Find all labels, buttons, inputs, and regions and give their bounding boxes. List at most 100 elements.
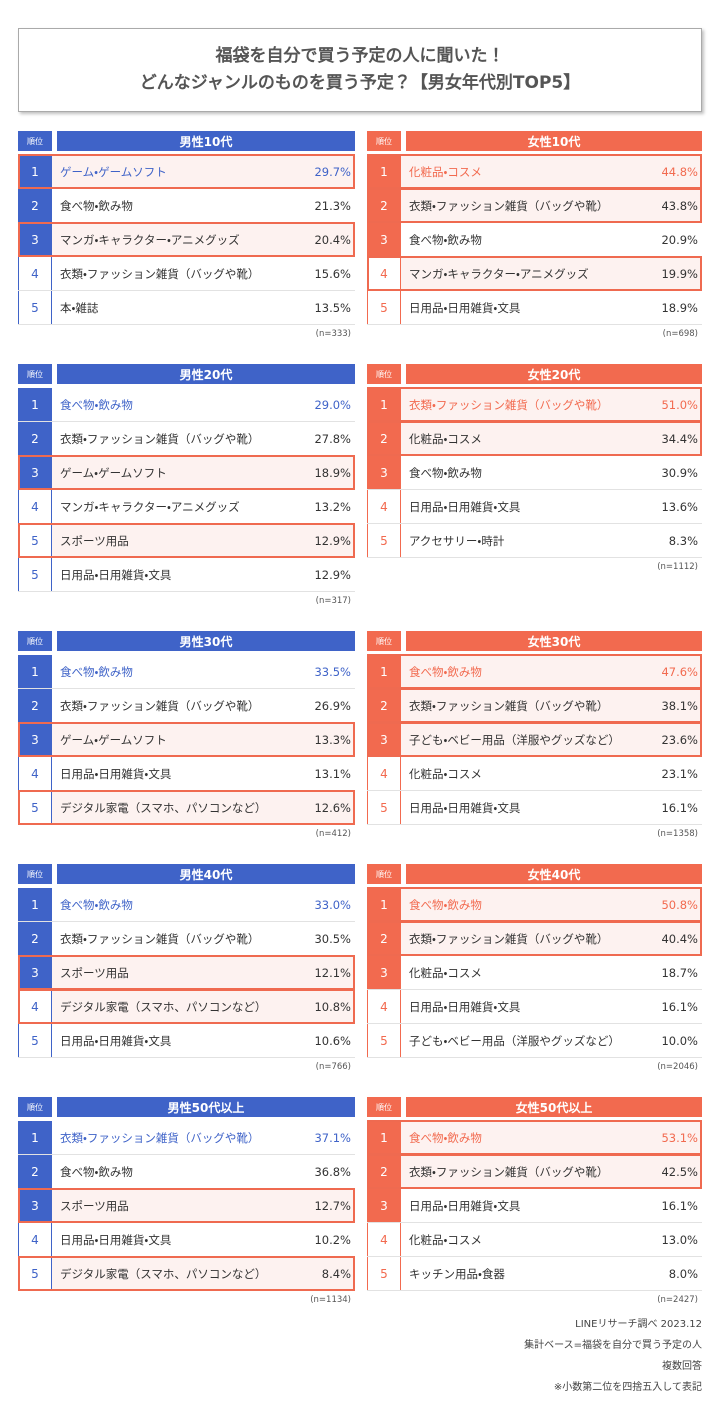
rank-cell: 2 (367, 189, 401, 222)
item-value: 20.4% (314, 232, 351, 247)
panel-header: 順位 男性20代 (18, 364, 355, 384)
item-label: キッチン用品・食器 (409, 1266, 505, 1281)
rank-cell: 4 (367, 490, 401, 523)
panel-title: 男性40代 (57, 864, 355, 884)
ranking-row: 5 日用品・日用雑貨・文具 12.9% (18, 558, 355, 592)
rank-header: 順位 (367, 1097, 401, 1117)
item-value: 10.0% (661, 1033, 698, 1048)
item-value: 13.6% (661, 499, 698, 514)
item-value: 53.1% (661, 1130, 698, 1145)
ranking-row: 1 衣類・ファッション雑貨（バッグや靴） 37.1% (18, 1121, 355, 1155)
panel-header: 順位 男性10代 (18, 131, 355, 151)
rank-cell: 5 (367, 291, 401, 324)
ranking-row: 1 食べ物・飲み物 47.6% (367, 654, 702, 689)
item-value: 18.9% (661, 300, 698, 315)
item-value: 13.5% (314, 300, 351, 315)
rank-cell: 3 (367, 223, 401, 256)
item-value: 42.5% (661, 1164, 698, 1179)
ranking-row: 2 食べ物・飲み物 36.8% (18, 1155, 355, 1189)
item-value: 13.0% (661, 1232, 698, 1247)
rank-cell: 2 (367, 1155, 401, 1188)
item-label: 食べ物・飲み物 (409, 232, 482, 247)
item-label: 化粧品・コスメ (409, 431, 482, 446)
panel-header: 順位 男性30代 (18, 631, 355, 651)
item-label: 食べ物・飲み物 (60, 397, 133, 412)
ranking-row: 5 キッチン用品・食器 8.0% (367, 1257, 702, 1291)
ranking-row: 5 本・雑誌 13.5% (18, 291, 355, 325)
rank-header: 順位 (367, 631, 401, 651)
item-label: 衣類・ファッション雑貨（バッグや靴） (60, 1130, 260, 1145)
item-label: 日用品・日用雑貨・文具 (409, 999, 521, 1014)
item-value: 21.3% (314, 198, 351, 213)
item-label: 衣類・ファッション雑貨（バッグや靴） (409, 1164, 609, 1179)
rank-cell: 2 (367, 422, 401, 455)
ranking-row: 3 子ども・ベビー用品（洋服やグッズなど） 23.6% (367, 722, 702, 757)
panel-title: 女性20代 (406, 364, 702, 384)
rank-cell: 2 (18, 422, 52, 455)
item-value: 33.0% (314, 897, 351, 912)
rank-header: 順位 (367, 864, 401, 884)
sample-size: (n=317) (315, 596, 351, 606)
rank-cell: 4 (18, 1223, 52, 1256)
item-label: 衣類・ファッション雑貨（バッグや靴） (60, 266, 260, 281)
rank-cell: 2 (18, 189, 52, 222)
panel-header: 順位 男性40代 (18, 864, 355, 884)
rank-cell: 5 (367, 1024, 401, 1057)
panel-header: 順位 女性20代 (367, 364, 702, 384)
item-value: 12.7% (314, 1198, 351, 1213)
ranking-row: 5 日用品・日用雑貨・文具 16.1% (367, 791, 702, 825)
item-label: スポーツ用品 (60, 533, 129, 548)
rank-cell: 1 (367, 655, 401, 688)
panel-grid: 順位 男性10代 1 ゲーム・ゲームソフト 29.7% 2 食べ物・飲み物 21.3% 3 マンガ… (18, 131, 702, 1309)
panel-title: 男性30代 (57, 631, 355, 651)
ranking-row: 5 日用品・日用雑貨・文具 18.9% (367, 291, 702, 325)
ranking-row: 2 衣類・ファッション雑貨（バッグや靴） 42.5% (367, 1154, 702, 1189)
rank-cell: 5 (367, 524, 401, 557)
item-label: 食べ物・飲み物 (409, 897, 482, 912)
item-value: 13.2% (314, 499, 351, 514)
item-label: 衣類・ファッション雑貨（バッグや靴） (409, 198, 609, 213)
sample-size: (n=1358) (657, 829, 698, 839)
ranking-row: 3 マンガ・キャラクター・アニメグッズ 20.4% (18, 222, 355, 257)
ranking-row: 4 日用品・日用雑貨・文具 16.1% (367, 990, 702, 1024)
ranking-row: 2 衣類・ファッション雑貨（バッグや靴） 43.8% (367, 188, 702, 223)
panel-header: 順位 男性50代以上 (18, 1097, 355, 1117)
panel-header: 順位 女性10代 (367, 131, 702, 151)
ranking-row: 3 ゲーム・ゲームソフト 18.9% (18, 455, 355, 490)
item-value: 26.9% (314, 698, 351, 713)
ranking-row: 4 日用品・日用雑貨・文具 13.1% (18, 757, 355, 791)
item-value: 34.4% (661, 431, 698, 446)
rank-cell: 4 (367, 990, 401, 1023)
ranking-row: 1 食べ物・飲み物 33.0% (18, 888, 355, 922)
ranking-row: 5 デジタル家電（スマホ、パソコンなど） 8.4% (18, 1256, 355, 1291)
panel-title: 男性10代 (57, 131, 355, 151)
item-label: 食べ物・飲み物 (60, 897, 133, 912)
ranking-row: 2 衣類・ファッション雑貨（バッグや靴） 38.1% (367, 688, 702, 723)
panel-title: 女性50代以上 (406, 1097, 702, 1117)
rank-header: 順位 (18, 864, 52, 884)
rank-cell: 5 (367, 791, 401, 824)
item-value: 43.8% (661, 198, 698, 213)
item-label: 食べ物・飲み物 (409, 1130, 482, 1145)
item-value: 29.7% (314, 164, 351, 179)
rank-cell: 2 (18, 689, 52, 722)
ranking-row: 5 日用品・日用雑貨・文具 10.6% (18, 1024, 355, 1058)
ranking-row: 3 日用品・日用雑貨・文具 16.1% (367, 1189, 702, 1223)
ranking-panel: 順位 女性40代 1 食べ物・飲み物 50.8% 2 衣類・ファッション雑貨（バッグや靴） 4… (367, 864, 702, 1076)
rank-cell: 4 (367, 257, 401, 290)
ranking-row: 2 衣類・ファッション雑貨（バッグや靴） 30.5% (18, 922, 355, 956)
ranking-row: 5 スポーツ用品 12.9% (18, 523, 355, 558)
rank-cell: 3 (18, 1189, 52, 1222)
item-label: 衣類・ファッション雑貨（バッグや靴） (60, 431, 260, 446)
ranking-row: 3 化粧品・コスメ 18.7% (367, 956, 702, 990)
item-label: デジタル家電（スマホ、パソコンなど） (60, 999, 267, 1014)
rank-cell: 4 (18, 257, 52, 290)
item-value: 27.8% (314, 431, 351, 446)
item-label: 衣類・ファッション雑貨（バッグや靴） (409, 931, 609, 946)
rank-header: 順位 (18, 631, 52, 651)
ranking-row: 4 化粧品・コスメ 23.1% (367, 757, 702, 791)
rank-cell: 2 (18, 922, 52, 955)
item-value: 16.1% (661, 999, 698, 1014)
item-label: 化粧品・コスメ (409, 164, 482, 179)
